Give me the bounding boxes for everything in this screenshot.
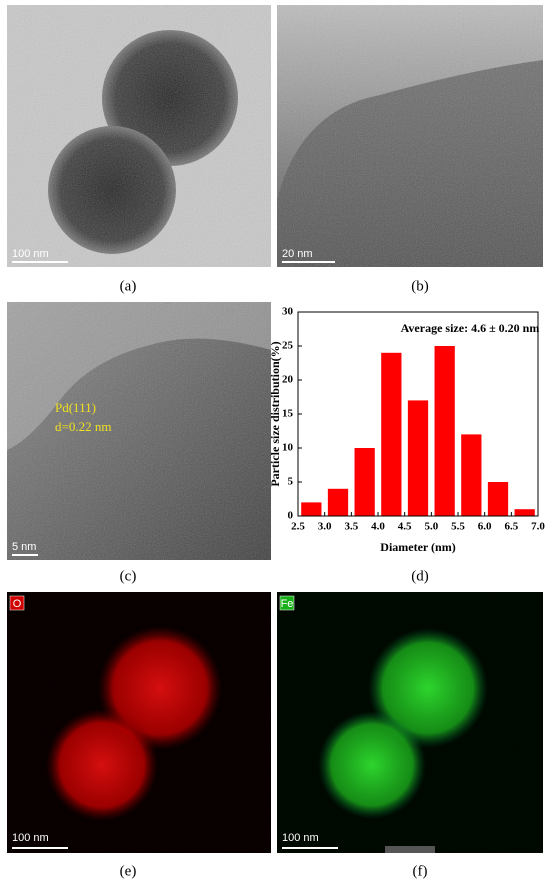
scale-bar-label: 5 nm xyxy=(12,541,36,553)
y-tick-label: 20 xyxy=(282,374,294,386)
x-tick-label: 6.0 xyxy=(478,521,492,533)
plot-frame xyxy=(297,311,539,517)
panel-caption: (d) xyxy=(411,568,429,584)
panel-caption: (b) xyxy=(411,278,429,294)
y-tick-label: 10 xyxy=(282,442,294,454)
y-tick-label: 5 xyxy=(288,476,294,488)
tem-image-b: 20 nm xyxy=(277,5,543,267)
lattice-annotation: d=0.22 nm xyxy=(55,419,111,434)
eds-map-o: O 100 nm xyxy=(7,592,271,853)
x-tick-label: 4.0 xyxy=(371,521,385,533)
y-tick-label: 25 xyxy=(282,340,294,352)
bar xyxy=(487,482,509,516)
bar xyxy=(381,352,402,516)
x-tick-label: 7.0 xyxy=(531,521,545,533)
x-tick-label: 5.0 xyxy=(424,521,438,533)
scale-bar-label: 20 nm xyxy=(282,248,313,260)
lattice-annotation: Pd(111) xyxy=(55,400,96,415)
eds-map-fe: Fe 100 nm xyxy=(277,592,543,853)
chart-annotation: Average size: 4.6 ± 0.20 nm xyxy=(401,321,540,335)
y-tick-label: 0 xyxy=(288,510,294,522)
bar xyxy=(461,434,482,516)
x-tick-label: 5.5 xyxy=(451,521,465,533)
bar xyxy=(354,448,375,516)
element-label: O xyxy=(13,598,22,610)
y-tick-label: 30 xyxy=(282,306,294,318)
y-tick-label: 15 xyxy=(282,408,294,420)
x-tick-label: 4.5 xyxy=(398,521,412,533)
x-tick-label: 3.0 xyxy=(318,521,332,533)
bar xyxy=(434,346,455,516)
tem-image-a: 100 nm xyxy=(7,5,271,267)
histogram-chart: Average size: 4.6 ± 0.20 nm Diameter (nm… xyxy=(268,306,546,554)
scale-bar-label: 100 nm xyxy=(282,832,319,844)
bar xyxy=(301,502,322,516)
bar xyxy=(514,509,535,516)
element-label: Fe xyxy=(281,598,294,610)
panel-caption: (c) xyxy=(120,568,137,584)
bar xyxy=(407,400,429,516)
x-tick-label: 6.5 xyxy=(504,521,518,533)
x-axis-title: Diameter (nm) xyxy=(380,540,455,554)
bar xyxy=(327,488,349,516)
panel-caption: (a) xyxy=(120,278,137,294)
x-tick-label: 2.5 xyxy=(291,521,305,533)
hrtem-image-c: Pd(111) d=0.22 nm 5 nm xyxy=(7,302,271,560)
x-tick-label: 3.5 xyxy=(344,521,358,533)
scale-bar-label: 100 nm xyxy=(12,248,49,260)
panel-caption: (e) xyxy=(120,863,137,879)
scale-bar-label: 100 nm xyxy=(12,832,49,844)
y-axis-title: Particle size distribution(%) xyxy=(268,341,282,486)
panel-caption: (f) xyxy=(413,863,428,879)
